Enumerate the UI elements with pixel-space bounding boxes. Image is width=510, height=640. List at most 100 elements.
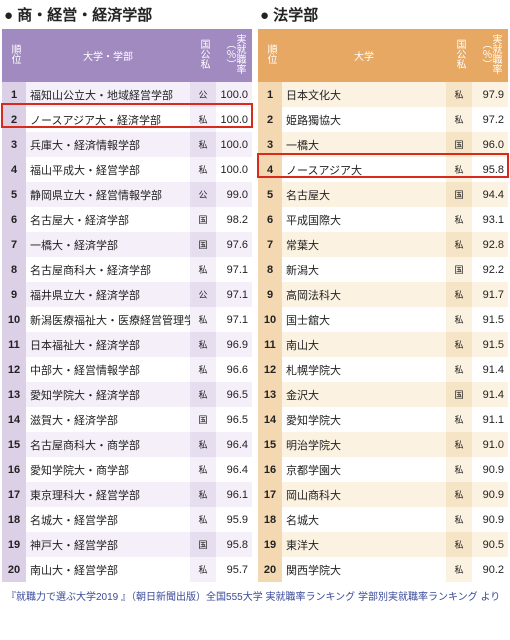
cell-rank: 13 <box>2 382 26 407</box>
table-row: 12中部大・経営情報学部私96.6 <box>2 357 252 382</box>
cell-rate: 93.1 <box>472 207 508 232</box>
cell-rate: 91.5 <box>472 307 508 332</box>
cell-university: 名城大・経営学部 <box>26 507 190 532</box>
cell-type: 公 <box>190 282 216 307</box>
table-row: 4福山平成大・経営学部私100.0 <box>2 157 252 182</box>
cell-type: 国 <box>446 182 472 207</box>
cell-rank: 16 <box>258 457 282 482</box>
cell-type: 国 <box>446 132 472 157</box>
cell-rate: 90.2 <box>472 557 508 582</box>
cell-type: 私 <box>190 257 216 282</box>
cell-rank: 10 <box>2 307 26 332</box>
table-row: 9高岡法科大私91.7 <box>258 282 508 307</box>
cell-rank: 12 <box>258 357 282 382</box>
cell-university: 日本福祉大・経済学部 <box>26 332 190 357</box>
cell-university: 福山平成大・経営学部 <box>26 157 190 182</box>
table-row: 14滋賀大・経済学部国96.5 <box>2 407 252 432</box>
cell-type: 私 <box>446 357 472 382</box>
cell-rate: 95.8 <box>472 157 508 182</box>
col-header-label: 大学 <box>354 52 374 63</box>
table-row: 2姫路獨協大私97.2 <box>258 107 508 132</box>
cell-type: 私 <box>190 382 216 407</box>
cell-rate: 96.5 <box>216 407 252 432</box>
cell-university: 関西学院大 <box>282 557 446 582</box>
cell-rate: 96.0 <box>472 132 508 157</box>
cell-rank: 5 <box>2 182 26 207</box>
cell-rank: 12 <box>2 357 26 382</box>
cell-university: 名古屋商科大・商学部 <box>26 432 190 457</box>
table-row: 16京都学園大私90.9 <box>258 457 508 482</box>
cell-rate: 100.0 <box>216 82 252 107</box>
cell-type: 私 <box>190 507 216 532</box>
cell-rate: 90.9 <box>472 507 508 532</box>
cell-rank: 10 <box>258 307 282 332</box>
cell-rank: 4 <box>2 157 26 182</box>
cell-type: 私 <box>446 507 472 532</box>
cell-rank: 20 <box>2 557 26 582</box>
col-header-label: 順位 <box>9 44 19 64</box>
col-header-label: 国公私 <box>454 39 464 69</box>
cell-type: 私 <box>446 532 472 557</box>
cell-rate: 91.4 <box>472 357 508 382</box>
cell-university: 愛知学院大・商学部 <box>26 457 190 482</box>
cell-rank: 15 <box>258 432 282 457</box>
cell-type: 私 <box>446 407 472 432</box>
col-header-label: 実就職率（％） <box>480 31 500 77</box>
cell-type: 国 <box>190 407 216 432</box>
table-row: 13愛知学院大・経済学部私96.5 <box>2 382 252 407</box>
cell-rank: 1 <box>2 82 26 107</box>
cell-type: 私 <box>190 157 216 182</box>
cell-type: 私 <box>446 157 472 182</box>
cell-university: 姫路獨協大 <box>282 107 446 132</box>
table-row: 20南山大・経営学部私95.7 <box>2 557 252 582</box>
cell-rate: 96.1 <box>216 482 252 507</box>
cell-type: 私 <box>446 332 472 357</box>
cell-university: 東洋大 <box>282 532 446 557</box>
cell-rank: 5 <box>258 182 282 207</box>
cell-rate: 96.9 <box>216 332 252 357</box>
cell-rate: 96.6 <box>216 357 252 382</box>
cell-university: 名城大 <box>282 507 446 532</box>
cell-university: 金沢大 <box>282 382 446 407</box>
table-row: 17岡山商科大私90.9 <box>258 482 508 507</box>
table-row: 18名城大私90.9 <box>258 507 508 532</box>
table-row: 7一橋大・経済学部国97.6 <box>2 232 252 257</box>
cell-type: 国 <box>446 382 472 407</box>
cell-rank: 19 <box>2 532 26 557</box>
cell-rate: 100.0 <box>216 132 252 157</box>
col-header-type: 国公私 <box>190 29 216 82</box>
col-header-univ: 大学 <box>282 29 446 82</box>
table-row: 19東洋大私90.5 <box>258 532 508 557</box>
cell-university: ノースアジア大・経済学部 <box>26 107 190 132</box>
cell-type: 私 <box>190 107 216 132</box>
cell-rank: 17 <box>2 482 26 507</box>
cell-rate: 97.1 <box>216 307 252 332</box>
cell-rank: 18 <box>258 507 282 532</box>
cell-rate: 95.8 <box>216 532 252 557</box>
cell-type: 私 <box>190 307 216 332</box>
col-header-rank: 順位 <box>258 29 282 82</box>
cell-university: 国士舘大 <box>282 307 446 332</box>
table-row: 9福井県立大・経済学部公97.1 <box>2 282 252 307</box>
cell-rate: 98.2 <box>216 207 252 232</box>
cell-university: 名古屋商科大・経済学部 <box>26 257 190 282</box>
cell-rate: 100.0 <box>216 107 252 132</box>
tables-wrap: ● 商・経営・経済学部順位大学・学部国公私実就職率（％）1福知山公立大・地域経営… <box>0 0 510 584</box>
cell-rate: 95.7 <box>216 557 252 582</box>
cell-type: 私 <box>446 282 472 307</box>
cell-type: 私 <box>190 357 216 382</box>
table-row: 8名古屋商科大・経済学部私97.1 <box>2 257 252 282</box>
col-header-univ: 大学・学部 <box>26 29 190 82</box>
cell-rate: 96.4 <box>216 432 252 457</box>
cell-rate: 97.1 <box>216 257 252 282</box>
cell-type: 私 <box>446 82 472 107</box>
cell-university: 東京理科大・経営学部 <box>26 482 190 507</box>
table-row: 3一橋大国96.0 <box>258 132 508 157</box>
ranking-table: 順位大学・学部国公私実就職率（％）1福知山公立大・地域経営学部公100.02ノー… <box>2 29 252 582</box>
table-row: 2ノースアジア大・経済学部私100.0 <box>2 107 252 132</box>
cell-rank: 20 <box>258 557 282 582</box>
table-row: 4ノースアジア大私95.8 <box>258 157 508 182</box>
table-row: 11日本福祉大・経済学部私96.9 <box>2 332 252 357</box>
cell-rank: 13 <box>258 382 282 407</box>
cell-rate: 97.6 <box>216 232 252 257</box>
